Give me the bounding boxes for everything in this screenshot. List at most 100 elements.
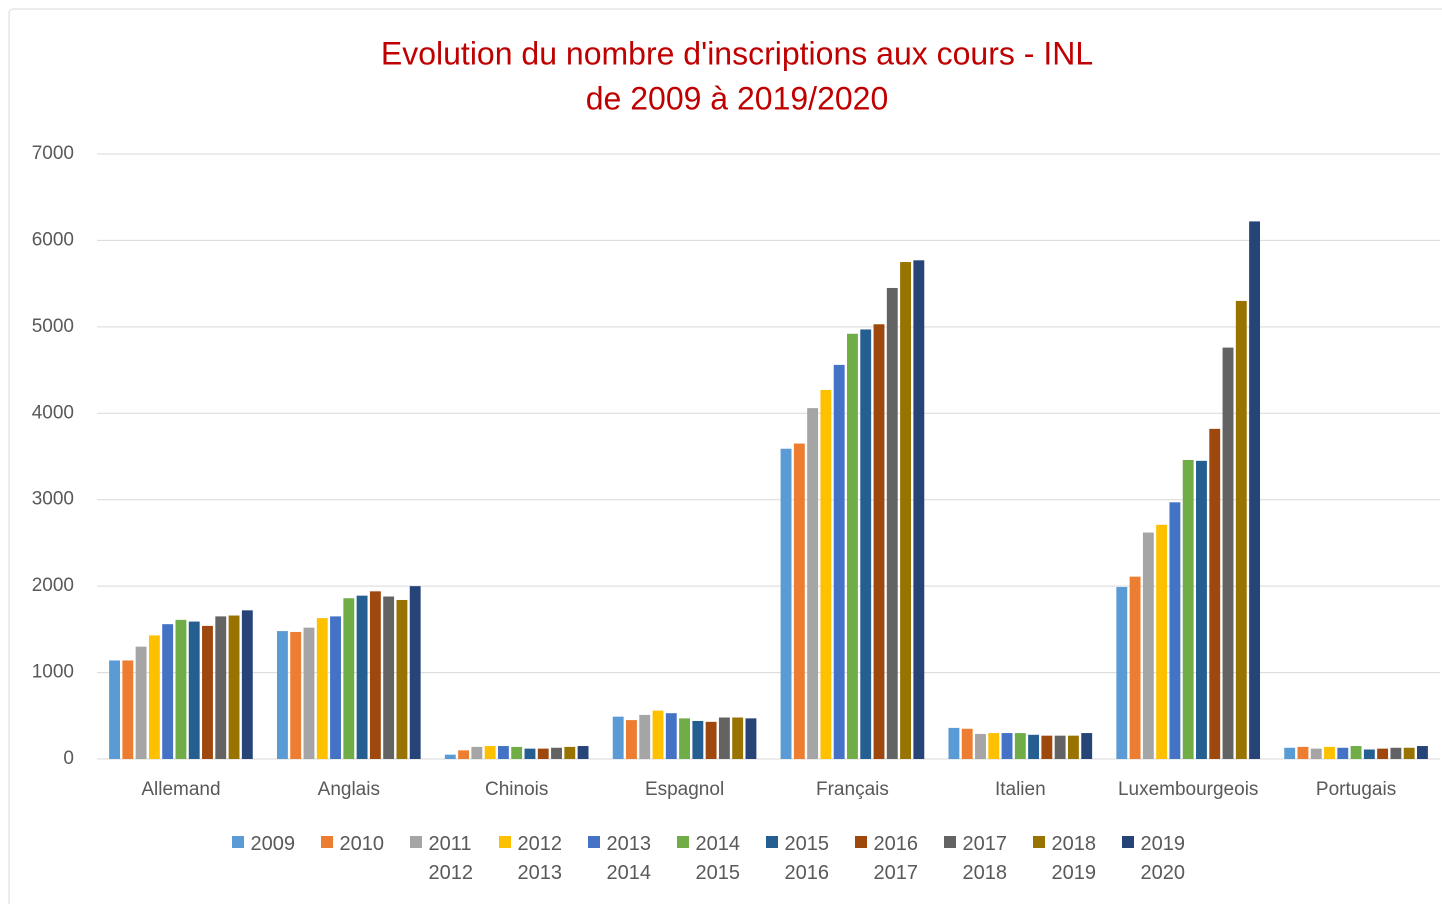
legend-item: 2018 2019 — [1032, 830, 1122, 888]
legend-swatch — [1032, 836, 1045, 848]
y-tick-label: 7000 — [32, 143, 74, 164]
bar — [1363, 749, 1375, 759]
bar — [444, 754, 456, 759]
legend-swatch — [587, 836, 600, 848]
legend-swatch — [320, 836, 333, 848]
bar — [780, 448, 792, 759]
bar — [228, 615, 240, 759]
legend-label: 2012 2013 — [517, 833, 563, 884]
x-tick-label: Français — [816, 779, 889, 800]
bar — [732, 717, 744, 759]
bar — [1116, 587, 1128, 759]
bar — [122, 660, 134, 759]
bar — [745, 718, 757, 759]
legend-swatch — [498, 836, 511, 848]
legend-item: 2010 — [320, 830, 410, 888]
x-tick-label: Chinois — [485, 779, 548, 800]
bar — [383, 596, 395, 759]
bar — [1377, 748, 1389, 759]
legend-label: 2013 2014 — [606, 833, 652, 884]
legend-label: 2014 2015 — [695, 833, 741, 884]
y-tick-label: 4000 — [32, 402, 74, 423]
bar — [948, 727, 960, 759]
x-tick-label: Portugais — [1316, 779, 1396, 800]
bar — [409, 586, 421, 759]
bar — [1081, 733, 1093, 759]
bar — [1001, 733, 1013, 759]
legend-swatch — [854, 836, 867, 848]
bar — [1235, 300, 1247, 759]
legend-swatch — [676, 836, 689, 848]
bar — [1142, 532, 1154, 759]
legend-item: 2009 — [231, 830, 321, 888]
legend-swatch — [1121, 836, 1134, 848]
bar — [458, 750, 470, 759]
bar — [1350, 746, 1362, 759]
legend-item: 2011 2012 — [409, 830, 499, 888]
bar — [900, 262, 911, 759]
bar — [860, 329, 872, 759]
bar — [484, 746, 496, 759]
bar — [1067, 735, 1079, 759]
bar — [1156, 524, 1168, 759]
x-tick-label: Anglais — [318, 779, 380, 800]
bar — [1337, 747, 1349, 759]
bar — [1249, 221, 1261, 759]
bar — [241, 610, 253, 759]
bar — [396, 599, 408, 759]
legend-item: 2014 2015 — [676, 830, 766, 888]
bar — [290, 631, 302, 759]
bar — [807, 408, 819, 759]
y-tick-label: 0 — [63, 748, 74, 769]
legend-label: 2015 2016 — [784, 833, 830, 884]
bar — [1310, 748, 1322, 759]
bar — [1182, 459, 1194, 759]
legend-swatch — [765, 836, 778, 848]
y-tick-label: 3000 — [32, 489, 74, 510]
bar — [1284, 747, 1296, 759]
bar — [793, 443, 805, 759]
x-tick-label: Luxembourgeois — [1118, 779, 1258, 800]
legend-item: 2017 2018 — [943, 830, 1033, 888]
chart-subtitle: de 2009 à 2019/2020 — [586, 80, 889, 116]
bar — [1054, 735, 1066, 759]
legend-item: 2015 2016 — [765, 830, 855, 888]
bar — [833, 364, 845, 759]
bar — [988, 733, 1000, 759]
legend-item: 2013 2014 — [587, 830, 677, 888]
bar — [577, 746, 589, 759]
bar — [913, 260, 925, 759]
bar — [1417, 746, 1428, 759]
bar — [1297, 746, 1309, 759]
bar — [276, 631, 288, 759]
bar — [511, 746, 523, 759]
chart-title: Evolution du nombre d'inscriptions aux c… — [381, 35, 1093, 71]
bar — [316, 618, 328, 759]
bar — [820, 389, 832, 759]
bar — [330, 616, 341, 759]
x-tick-label: Espagnol — [645, 779, 724, 800]
bar — [1222, 347, 1234, 759]
bar — [109, 660, 120, 759]
bar — [1129, 576, 1141, 759]
bar — [705, 721, 717, 759]
bar — [639, 714, 651, 759]
bar — [369, 591, 381, 759]
x-tick-label: Italien — [995, 779, 1046, 800]
bar — [1324, 746, 1335, 759]
legend-label: 2011 2012 — [428, 833, 474, 884]
legend-swatch — [409, 836, 422, 848]
bar — [975, 733, 986, 759]
y-tick-label: 1000 — [32, 662, 74, 683]
bar — [148, 635, 160, 759]
bar — [202, 625, 213, 759]
legend-swatch — [231, 836, 244, 848]
legend-label: 2018 2019 — [1051, 833, 1097, 884]
legend: 2009 2010 2011 2012 2012 2013 2013 2014 2014 … — [0, 830, 1442, 888]
bar — [1209, 428, 1221, 759]
bar — [626, 720, 637, 759]
bar — [537, 748, 549, 759]
y-tick-label: 2000 — [32, 575, 74, 596]
legend-item: 2016 2017 — [854, 830, 944, 888]
